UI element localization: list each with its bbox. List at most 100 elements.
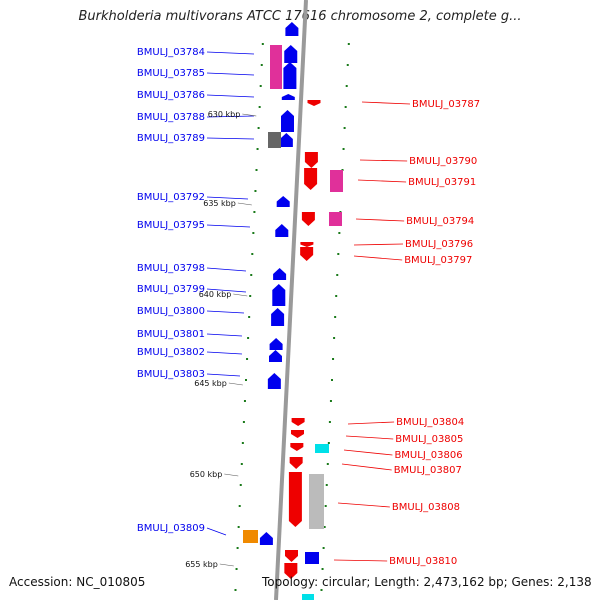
label-line	[206, 373, 241, 377]
scale-leader	[237, 202, 252, 206]
tick-mark	[248, 316, 251, 318]
gene-label: BMULJ_03795	[137, 220, 205, 231]
tick-mark	[322, 547, 325, 549]
tick-mark	[260, 64, 263, 66]
map-title: Burkholderia multivorans ATCC 17616 chro…	[78, 9, 522, 24]
reverse-gene	[291, 418, 305, 426]
scale-leader	[219, 563, 234, 567]
tick-mark	[239, 484, 242, 486]
tick-mark	[343, 127, 346, 129]
tick-mark	[256, 148, 259, 150]
tick-mark	[237, 526, 240, 528]
tick-mark	[346, 64, 349, 66]
scale-leader	[242, 113, 257, 117]
forward-gene	[285, 22, 299, 36]
topology-text: Topology: circular; Length: 2,473,162 bp…	[262, 575, 592, 589]
reverse-gene	[301, 212, 315, 226]
gene-label: BMULJ_03787	[412, 99, 480, 110]
tick-mark	[327, 442, 330, 444]
gene-label: BMULJ_03806	[394, 450, 462, 461]
tick-mark	[246, 358, 249, 360]
tick-mark	[347, 43, 350, 45]
tick-mark	[344, 106, 347, 108]
tick-mark	[329, 400, 332, 402]
cyan-feature	[302, 594, 314, 600]
reverse-gene	[290, 443, 304, 451]
tick-mark	[345, 85, 348, 87]
forward-gene	[269, 350, 282, 362]
tick-mark	[242, 421, 245, 423]
tick-mark	[236, 547, 239, 549]
gene-label: BMULJ_03805	[395, 434, 463, 445]
label-line	[343, 449, 393, 456]
forward-gene	[269, 338, 283, 350]
forward-gene	[259, 532, 273, 545]
tick-mark	[325, 484, 328, 486]
scale-label: 655 kbp	[185, 560, 218, 569]
label-line	[206, 72, 255, 76]
grey-feature	[268, 132, 281, 148]
forward-gene	[275, 224, 289, 237]
gene-labels: BMULJ_03784 BMULJ_03785 BMULJ_03786 BMULJ_0…	[137, 47, 480, 567]
gene-label: BMULJ_03800	[137, 306, 205, 317]
gene-label: BMULJ_03798	[137, 263, 205, 274]
tick-mark	[258, 106, 261, 108]
label-line	[206, 94, 255, 98]
gene-label: BMULJ_03801	[137, 329, 205, 340]
tick-mark	[245, 379, 247, 381]
forward-gene	[279, 133, 293, 147]
tick-mark	[332, 358, 335, 360]
label-line	[357, 179, 407, 183]
scale-leader	[224, 473, 239, 477]
reverse-gene	[291, 430, 304, 438]
label-line	[206, 137, 255, 140]
forward-gene	[305, 552, 319, 564]
forward-gene	[272, 284, 286, 306]
cyan-feature	[315, 444, 329, 453]
gene-label: BMULJ_03792	[137, 192, 205, 203]
scale-leader	[228, 382, 243, 386]
gene-label: BMULJ_03786	[137, 90, 205, 101]
label-line	[206, 351, 243, 355]
gene-label: BMULJ_03784	[137, 47, 205, 58]
reverse-gene	[304, 152, 318, 168]
label-line	[353, 255, 403, 261]
magenta-feature	[270, 45, 282, 89]
tick-mark	[335, 295, 338, 297]
label-line	[206, 267, 247, 272]
backbone	[274, 0, 308, 600]
gene-label: BMULJ_03807	[394, 465, 462, 476]
label-line	[347, 421, 395, 425]
scale-label: 630 kbp	[208, 110, 241, 119]
forward-gene	[273, 268, 287, 280]
label-line	[359, 159, 408, 162]
tick-mark	[249, 295, 252, 297]
reverse-gene	[300, 247, 314, 261]
forward-gene	[271, 308, 285, 326]
scale-label: 645 kbp	[194, 379, 227, 388]
label-line	[206, 224, 251, 228]
gene-label: BMULJ_03808	[392, 502, 460, 513]
tick-mark	[252, 232, 255, 234]
label-line	[206, 527, 227, 536]
label-line	[206, 333, 243, 337]
scale-label: 640 kbp	[199, 290, 232, 299]
gene-label: BMULJ_03790	[409, 156, 477, 167]
tick-mark	[333, 337, 336, 339]
label-line	[333, 559, 388, 562]
grey-feature	[309, 474, 324, 529]
gene-label: BMULJ_03804	[396, 417, 464, 428]
gene-features	[243, 22, 343, 600]
orange-feature	[243, 530, 258, 543]
tick-mark	[240, 463, 243, 465]
label-line	[206, 196, 249, 200]
tick-mark	[321, 568, 324, 570]
forward-gene	[283, 62, 297, 89]
label-line	[206, 288, 247, 293]
tick-mark	[241, 442, 244, 444]
gene-label: BMULJ_03796	[405, 239, 473, 250]
tick-mark	[338, 232, 341, 234]
gene-label: BMULJ_03789	[137, 133, 205, 144]
reverse-gene	[307, 100, 321, 106]
